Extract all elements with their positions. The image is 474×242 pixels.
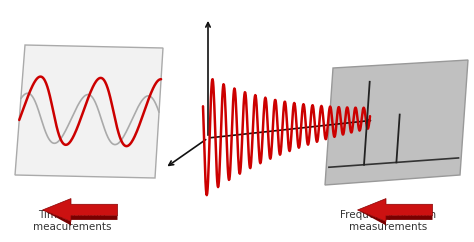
Polygon shape [43, 198, 118, 221]
Text: Frequency domain
measurements: Frequency domain measurements [340, 210, 436, 232]
Polygon shape [43, 210, 118, 225]
Polygon shape [325, 60, 468, 185]
Polygon shape [15, 45, 163, 178]
Text: Time domain
meacurements: Time domain meacurements [33, 210, 111, 232]
Polygon shape [357, 198, 432, 221]
Polygon shape [357, 210, 432, 225]
